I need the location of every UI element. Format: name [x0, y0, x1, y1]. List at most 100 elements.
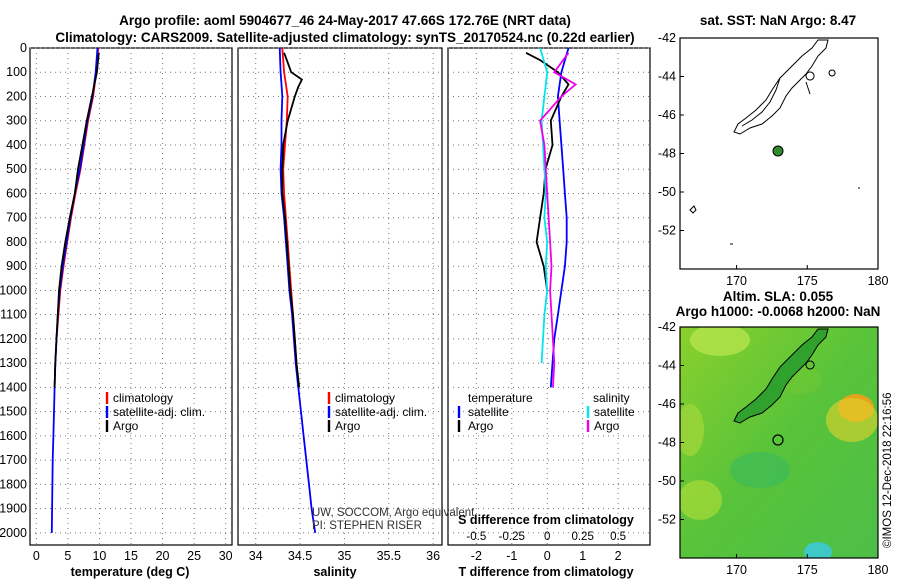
pressure-tick-label: 1400	[0, 380, 27, 394]
auckland-islands	[689, 205, 697, 214]
x-tick-label: 2	[615, 549, 622, 563]
salinity-panel-frame	[237, 47, 443, 546]
south-island-south-coast	[741, 77, 781, 127]
series-line-satellite-adj-clim-	[278, 47, 317, 534]
legend-salinity-heading: salinity	[593, 391, 630, 405]
salinity-axis-label: salinity	[313, 565, 356, 579]
latitude-tick-label: -52	[658, 224, 676, 238]
pressure-tick-label: 1100	[0, 308, 27, 322]
longitude-tick-label: 180	[868, 274, 889, 288]
profile-tick-labels: 0100200300400500600700800900100011001200…	[0, 41, 626, 563]
pressure-tick-label: 2000	[0, 526, 27, 540]
series-line-t-diff-argo	[525, 52, 570, 291]
sla-heatmap	[680, 327, 878, 558]
x-tick-label: 34.5	[288, 549, 312, 563]
pressure-tick-label: 1800	[0, 477, 27, 491]
t-difference-axis-label: T difference from climatology	[458, 565, 633, 579]
pressure-tick-label: 100	[6, 65, 27, 79]
sst-float-position-marker	[772, 145, 784, 157]
x-tick-label: 0	[544, 549, 551, 563]
profile-gridlines	[30, 47, 650, 545]
imos-watermark: ©IMOS 12-Dec-2018 22:16:56	[882, 392, 894, 548]
longitude-tick-label: 170	[726, 563, 747, 577]
sla-south-island	[733, 328, 829, 424]
sla-float-position-marker	[772, 434, 784, 446]
sla-anomaly	[680, 404, 704, 456]
longitude-tick-label: 180	[868, 563, 889, 577]
legend-s-argo-label: Argo	[594, 419, 620, 433]
latitude-tick-label: -48	[658, 436, 676, 450]
s-difference-tick-label: -0.5	[466, 531, 486, 543]
note-line-1: UW, SOCCOM, Argo equivalent	[312, 507, 475, 519]
sla-anomaly	[680, 480, 722, 520]
x-tick-label: 20	[156, 549, 170, 563]
series-line-s-diff-satellite	[539, 47, 549, 364]
pressure-tick-label: 400	[6, 138, 27, 152]
difference-panel-frame	[447, 47, 651, 546]
series-line-climatology	[55, 47, 100, 339]
banks-peninsula	[805, 81, 811, 95]
pressure-tick-label: 1600	[0, 429, 27, 443]
s-difference-tick-label: 0.25	[571, 531, 593, 543]
sla-field	[680, 327, 878, 558]
temperature-axis-label: temperature (deg C)	[71, 565, 190, 579]
sst-map-ticks: 170 175 180 -42 -44 -46 -48 -50 -52	[658, 31, 889, 288]
latitude-tick-label: -50	[658, 474, 676, 488]
sla-map-ticks: 170 175 180 -42 -44 -46 -48 -50 -52	[658, 320, 889, 577]
altimetry-title-2: Argo h1000: -0.0068 h2000: NaN	[676, 304, 881, 319]
legend-climatology-label: climatology	[335, 391, 395, 405]
latitude-tick-label: -46	[658, 108, 676, 122]
x-tick-label: 0	[33, 549, 40, 563]
series-line-argo	[53, 52, 100, 388]
x-tick-label: 15	[124, 549, 138, 563]
x-tick-label: 25	[187, 549, 201, 563]
south-island-north-coast	[733, 39, 829, 135]
pressure-tick-label: 1500	[0, 405, 27, 419]
pressure-tick-label: 900	[6, 259, 27, 273]
longitude-tick-label: 175	[797, 274, 818, 288]
sst-title: sat. SST: NaN Argo: 8.47	[700, 13, 856, 28]
pressure-tick-label: 1700	[0, 453, 27, 467]
latitude-tick-label: -44	[658, 70, 676, 84]
x-tick-label: 10	[92, 549, 106, 563]
pressure-tick-label: 1000	[0, 283, 27, 297]
difference-legend: temperature salinity satellite Argo sate…	[457, 391, 635, 433]
latitude-tick-label: -48	[658, 147, 676, 161]
x-tick-label: 1	[579, 549, 586, 563]
pressure-tick-label: 800	[6, 235, 27, 249]
latitude-tick-label: -42	[658, 31, 676, 45]
legend-argo-label: Argo	[335, 419, 361, 433]
sla-anomaly	[804, 542, 832, 558]
latitude-tick-label: -42	[658, 320, 676, 334]
series-line-argo	[281, 52, 304, 388]
islet	[805, 360, 815, 370]
pressure-tick-label: 1900	[0, 502, 27, 516]
temperature-legend: climatology satellite-adj. clim. Argo	[105, 391, 205, 433]
longitude-tick-label: 175	[797, 563, 818, 577]
latitude-tick-label: -44	[658, 359, 676, 373]
pressure-tick-label: 1300	[0, 356, 27, 370]
longitude-tick-label: 170	[726, 274, 747, 288]
sla-anomaly	[690, 327, 750, 356]
sst-map-coastline	[689, 39, 860, 245]
sla-anomaly	[826, 398, 878, 442]
series-line-s-diff-argo	[539, 52, 578, 388]
x-tick-label: 36	[426, 549, 440, 563]
x-tick-label: 35.5	[377, 549, 401, 563]
pressure-tick-label: 500	[6, 162, 27, 176]
s-difference-tick-label: -0.25	[499, 531, 525, 543]
legend-satellite-label: satellite-adj. clim.	[335, 405, 427, 419]
x-tick-label: 5	[64, 549, 71, 563]
s-difference-tick-label: 0.5	[610, 531, 626, 543]
legend-temperature-heading: temperature	[468, 391, 533, 405]
salinity-legend: climatology satellite-adj. clim. Argo	[327, 391, 427, 433]
legend-climatology-label: climatology	[113, 391, 173, 405]
pressure-tick-label: 600	[6, 186, 27, 200]
pressure-tick-label: 1200	[0, 332, 27, 346]
latitude-tick-label: -46	[658, 397, 676, 411]
s-difference-axis-label: S difference from climatology	[458, 513, 634, 527]
altimetry-title-1: Altim. SLA: 0.055	[723, 289, 834, 304]
x-tick-label: 34	[249, 549, 263, 563]
main-title-line-2: Climatology: CARS2009. Satellite-adjuste…	[55, 30, 634, 45]
